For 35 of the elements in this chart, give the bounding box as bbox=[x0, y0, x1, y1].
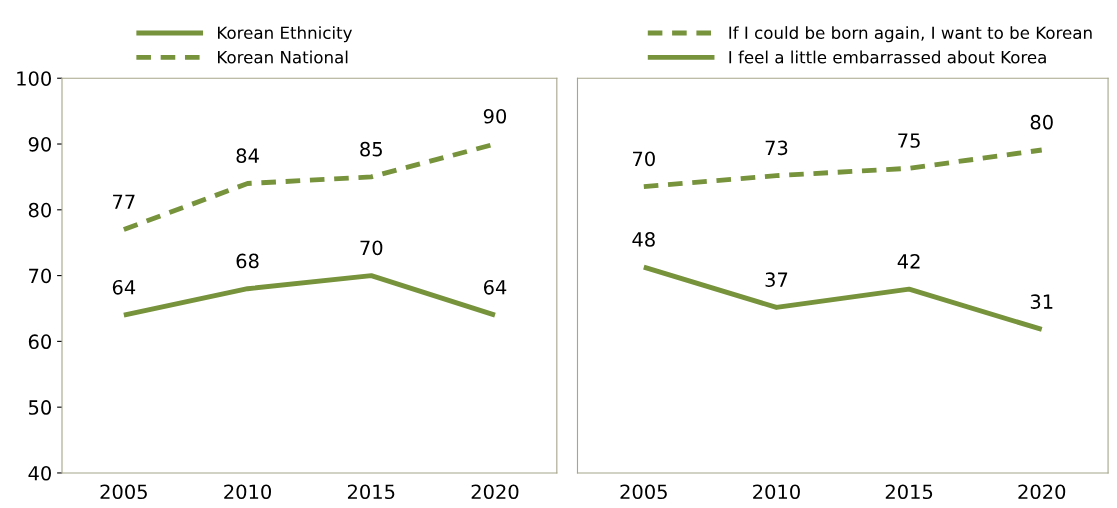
legend-label: If I could be born again, I want to be Korean bbox=[729, 26, 1092, 43]
data-label: 84 bbox=[236, 148, 259, 164]
data-label: 48 bbox=[632, 232, 655, 247]
y-tick-label: 90 bbox=[28, 136, 51, 152]
legend-label: Korean Ethnicity bbox=[218, 26, 352, 43]
y-tick-label: 70 bbox=[29, 268, 51, 284]
x-tick-label: 2010 bbox=[753, 484, 800, 500]
data-label: 64 bbox=[112, 279, 136, 295]
legend-label: Korean National bbox=[218, 50, 348, 64]
y-tick-label: 80 bbox=[28, 202, 51, 218]
data-label: 85 bbox=[360, 141, 382, 157]
x-tick-label: 2015 bbox=[885, 484, 933, 500]
data-label: 77 bbox=[113, 194, 135, 209]
data-label: 31 bbox=[1030, 294, 1053, 309]
x-tick-label: 2015 bbox=[347, 484, 395, 500]
data-label: 80 bbox=[1030, 114, 1053, 130]
x-tick-label: 2005 bbox=[620, 484, 667, 500]
data-label: 70 bbox=[360, 240, 383, 256]
legend-label: I feel a little embarrassed about Korea bbox=[729, 50, 1046, 64]
y-tick-label: 40 bbox=[28, 465, 51, 481]
y-tick-label: 100 bbox=[17, 71, 51, 86]
x-tick-label: 2020 bbox=[471, 484, 519, 500]
data-label: 42 bbox=[897, 254, 920, 269]
data-label: 75 bbox=[898, 133, 920, 148]
y-tick-label: 50 bbox=[29, 400, 51, 415]
y-tick-label: 60 bbox=[28, 334, 51, 350]
x-tick-label: 2010 bbox=[224, 484, 272, 500]
data-label: 68 bbox=[236, 253, 259, 269]
data-label: 64 bbox=[483, 279, 507, 295]
data-label: 73 bbox=[765, 140, 788, 156]
x-tick-label: 2020 bbox=[1018, 484, 1066, 500]
data-label: 90 bbox=[483, 108, 507, 124]
data-label: 37 bbox=[765, 272, 788, 288]
data-label: 70 bbox=[633, 151, 655, 167]
x-tick-label: 2005 bbox=[100, 484, 147, 500]
